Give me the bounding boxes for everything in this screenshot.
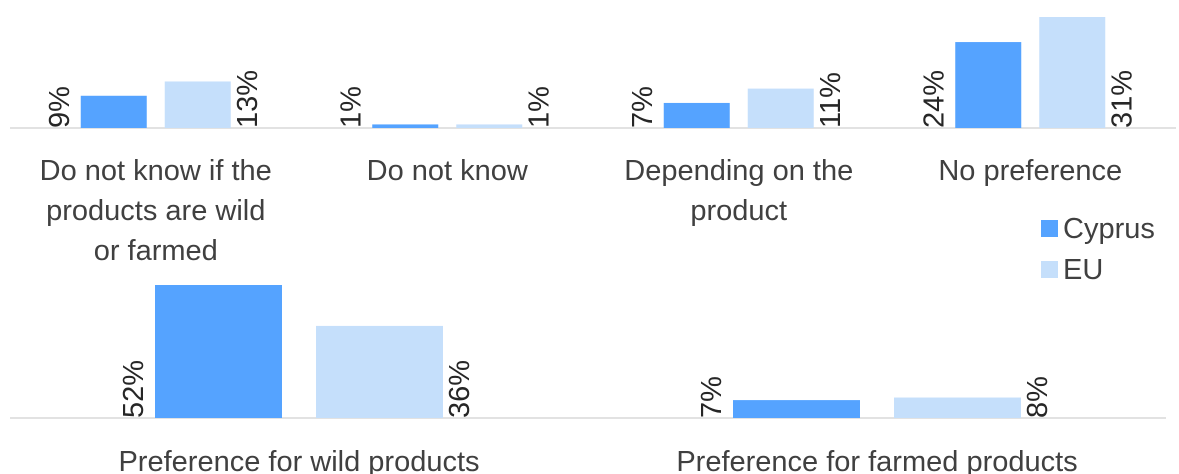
chart-bottom-panel: 52% 36% Preference for wild products 7% 8% Pr…: [10, 285, 1166, 474]
value-label-eu-no-preference: 31%: [1106, 70, 1138, 128]
value-label-cyprus-preference-for-wild-products: 52%: [118, 360, 150, 418]
value-label-eu-preference-for-wild-products: 36%: [444, 360, 476, 418]
category-label-preference-for-farmed-products: Preference for farmed products: [676, 446, 1077, 474]
category-label-do-not-know-if-the-products-are-wild-or-farmed-line-1: Do not know if the: [40, 155, 272, 187]
bar-eu-preference-for-farmed-products: [894, 397, 1021, 418]
value-label-eu-preference-for-farmed-products: 8%: [1022, 376, 1054, 418]
value-label-eu-depending-on-the-product: 11%: [815, 72, 847, 128]
bar-eu-depending-on-the-product: [747, 88, 814, 128]
bar-cyprus-no-preference: [955, 42, 1022, 129]
legend-label-cyprus: Cyprus: [1063, 213, 1155, 245]
bar-cyprus-depending-on-the-product: [663, 102, 730, 128]
category-label-preference-for-wild-products: Preference for wild products: [118, 446, 479, 474]
category-label-depending-on-the-product-line-1: Depending on the: [624, 155, 853, 187]
chart-top-panel: 9% 13% Do not know if the products are wild…: [10, 17, 1176, 267]
category-label-do-not-know: Do not know: [367, 155, 529, 187]
legend: Cyprus EU: [1041, 213, 1155, 286]
value-label-eu-do-not-know-if-the-products-are-wild-or-farmed: 13%: [232, 70, 264, 128]
value-label-cyprus-depending-on-the-product: 7%: [627, 86, 659, 128]
value-label-cyprus-do-not-know-if-the-products-are-wild-or-farmed: 9%: [44, 86, 76, 128]
value-label-cyprus-preference-for-farmed-products: 7%: [696, 376, 728, 418]
value-label-cyprus-no-preference: 24%: [918, 70, 950, 128]
legend-swatch-cyprus: [1041, 220, 1058, 237]
category-label-do-not-know-if-the-products-are-wild-or-farmed-line-2: products are wild: [46, 195, 265, 227]
bar-eu-do-not-know: [456, 124, 523, 128]
value-label-eu-do-not-know: 1%: [523, 86, 555, 128]
bar-eu-no-preference: [1039, 17, 1106, 128]
bar-cyprus-preference-for-farmed-products: [733, 400, 860, 418]
category-label-do-not-know-if-the-products-are-wild-or-farmed-line-3: or farmed: [94, 235, 218, 267]
bar-cyprus-do-not-know-if-the-products-are-wild-or-farmed: [80, 95, 147, 128]
bar-eu-preference-for-wild-products: [316, 325, 443, 418]
category-label-no-preference: No preference: [938, 155, 1122, 187]
legend-swatch-eu: [1041, 261, 1058, 278]
legend-label-eu: EU: [1063, 254, 1103, 286]
value-label-cyprus-do-not-know: 1%: [335, 86, 367, 128]
bar-eu-do-not-know-if-the-products-are-wild-or-farmed: [164, 81, 231, 128]
bar-cyprus-do-not-know: [372, 124, 439, 128]
bar-cyprus-preference-for-wild-products: [155, 285, 282, 418]
category-label-depending-on-the-product-line-2: product: [690, 195, 787, 227]
